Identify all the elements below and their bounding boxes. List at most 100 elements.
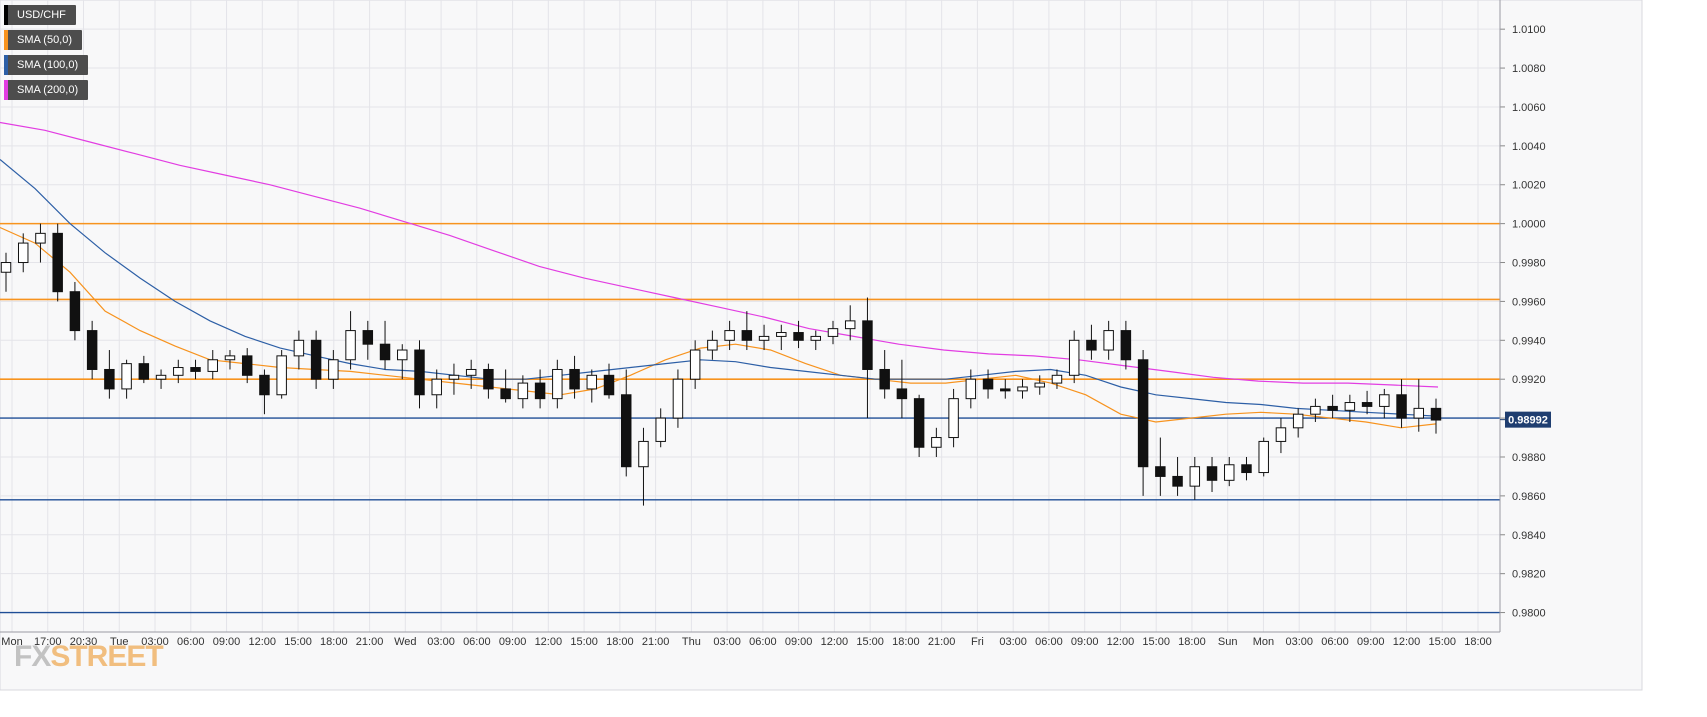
candle: [190, 359, 201, 380]
candle: [1051, 369, 1063, 389]
candle: [69, 281, 81, 341]
sma-lines: [0, 121, 1439, 429]
candle-body-up: [1103, 330, 1114, 351]
candle-body-down: [1206, 466, 1218, 481]
candle-body-down: [1241, 464, 1252, 474]
x-tick-label: 18:00: [1178, 636, 1206, 648]
x-tick-label: Tue: [110, 636, 129, 648]
x-tick-label: 12:00: [535, 636, 563, 648]
candle: [1137, 350, 1149, 496]
y-tick-label: 1.0000: [1512, 219, 1546, 231]
candle: [0, 252, 12, 292]
y-tick-label: 0.9880: [1512, 452, 1546, 464]
candle-body-up: [1189, 466, 1201, 487]
candle-body-down: [86, 330, 98, 370]
x-tick-label: 18:00: [1464, 636, 1492, 648]
candle: [913, 394, 925, 457]
candle-body-up: [345, 330, 356, 361]
x-tick-label: 17:00: [34, 636, 62, 648]
candle: [689, 340, 701, 389]
candle-body-up: [586, 374, 598, 390]
candle: [345, 311, 356, 370]
candle-body-down: [483, 368, 494, 390]
candle-body-down: [603, 374, 615, 396]
candle-body-up: [224, 355, 236, 361]
candle-body-up: [173, 367, 184, 376]
candle-body-up: [707, 339, 718, 351]
candle: [776, 324, 787, 351]
y-tick-label: 0.9820: [1512, 569, 1546, 581]
y-tick-label: 0.9840: [1512, 530, 1546, 542]
candle-body-down: [621, 394, 632, 468]
candle: [517, 375, 529, 409]
y-tick-label: 1.0060: [1512, 102, 1546, 114]
candle: [121, 359, 132, 399]
candle-body-up: [1344, 402, 1356, 411]
candle-body-up: [207, 359, 218, 372]
candle: [397, 344, 408, 380]
candle-body-down: [569, 368, 580, 390]
legend-sma50[interactable]: SMA (50,0): [4, 30, 83, 50]
candle: [638, 427, 649, 506]
candle: [1241, 456, 1252, 481]
y-tick-label: 1.0020: [1512, 180, 1546, 192]
candle: [293, 330, 305, 370]
candle-body-up: [1224, 464, 1235, 481]
candle-body-down: [259, 374, 270, 396]
legend-swatch-usdchf: [4, 5, 8, 25]
candle: [655, 408, 666, 448]
x-tick-label: 09:00: [1071, 636, 1099, 648]
candle: [672, 369, 684, 428]
candle-body-up: [810, 335, 821, 341]
x-tick-label: 15:00: [856, 636, 884, 648]
x-tick-label: 21:00: [928, 636, 956, 648]
candle-body-down: [793, 332, 804, 341]
candle-body-down: [414, 349, 425, 396]
candle: [621, 369, 632, 477]
candle-body-down: [1430, 407, 1442, 421]
candle-body-up: [1413, 407, 1425, 419]
candle-body-up: [276, 355, 287, 396]
y-tick-label: 0.9980: [1512, 258, 1546, 270]
candle: [1206, 456, 1218, 492]
candle: [1396, 379, 1407, 428]
candle: [276, 350, 287, 399]
x-tick-label: 15:00: [284, 636, 312, 648]
candle: [155, 369, 167, 389]
candle-body-up: [1258, 440, 1269, 474]
x-tick-label: 18:00: [892, 636, 920, 648]
axes: 1.0100 1.0080 1.0060 1.0040 1.0020 1.0000 0.99…: [0, 0, 1551, 648]
legend-sma200[interactable]: SMA (200,0): [4, 80, 89, 100]
y-tick-label: 1.0040: [1512, 141, 1546, 153]
legend-usdchf[interactable]: USD/CHF: [4, 5, 76, 25]
candle: [810, 330, 821, 351]
candle: [1310, 398, 1321, 422]
candle-body-down: [862, 320, 873, 370]
candle: [896, 359, 908, 419]
x-tick-label: 12:00: [821, 636, 849, 648]
candle-body-down: [1396, 394, 1407, 419]
candle: [1275, 418, 1287, 454]
candle: [138, 355, 150, 384]
candle: [35, 223, 46, 263]
candle-body-up: [0, 262, 12, 273]
candle: [207, 350, 218, 380]
x-tick-label: Mon: [1253, 636, 1274, 648]
legend-sma100[interactable]: SMA (100,0): [4, 55, 89, 75]
candle: [603, 363, 615, 399]
candle: [362, 320, 374, 360]
candle: [328, 350, 339, 389]
candle: [431, 369, 442, 409]
candle: [500, 369, 511, 403]
x-tick-label: 18:00: [320, 636, 348, 648]
candle-body-down: [1137, 359, 1149, 468]
candle-body-down: [896, 388, 908, 400]
x-tick-label: 09:00: [213, 636, 241, 648]
sma-line-50: [0, 226, 1437, 429]
candle: [1068, 330, 1080, 384]
y-tick-label: 1.0080: [1512, 63, 1546, 75]
x-tick-label: Mon: [1, 636, 22, 648]
candle: [569, 355, 580, 399]
x-tick-label: 09:00: [499, 636, 527, 648]
candle: [1120, 320, 1132, 370]
